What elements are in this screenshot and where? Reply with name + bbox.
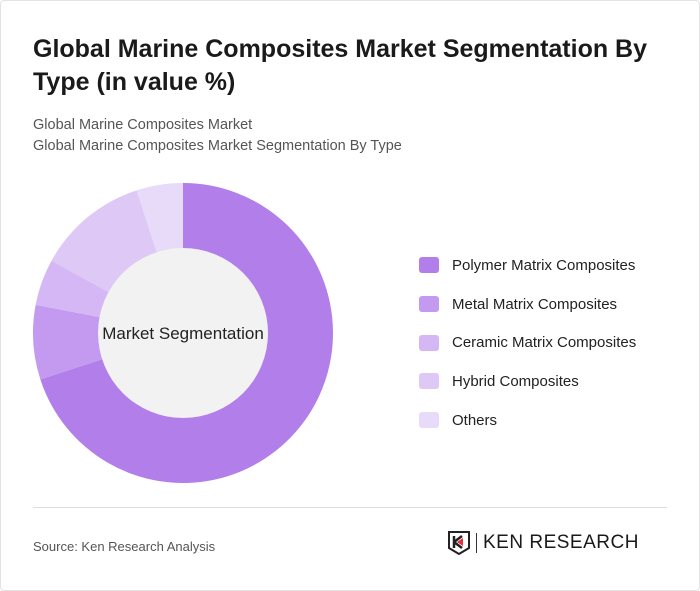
center-label: Market Segmentation bbox=[102, 324, 264, 343]
legend: Polymer Matrix Composites Metal Matrix Co… bbox=[419, 246, 636, 439]
legend-label: Polymer Matrix Composites bbox=[452, 256, 636, 274]
subtitle-line-1: Global Marine Composites Market bbox=[33, 117, 253, 133]
legend-swatch bbox=[419, 296, 439, 313]
legend-item[interactable]: Metal Matrix Composites bbox=[419, 285, 636, 324]
legend-swatch bbox=[419, 257, 439, 274]
legend-label: Metal Matrix Composites bbox=[452, 295, 618, 313]
legend-swatch bbox=[419, 373, 439, 390]
legend-item[interactable]: Ceramic Matrix Composites bbox=[419, 323, 636, 362]
legend-swatch bbox=[419, 412, 439, 429]
legend-swatch bbox=[419, 334, 439, 351]
ken-research-logo: KEN RESEARCH bbox=[448, 531, 639, 555]
divider bbox=[33, 507, 667, 508]
source-note: Source: Ken Research Analysis bbox=[33, 539, 216, 554]
legend-item[interactable]: Hybrid Composites bbox=[419, 362, 636, 401]
logo-text: KEN RESEARCH bbox=[476, 533, 639, 553]
legend-item[interactable]: Polymer Matrix Composites bbox=[419, 246, 636, 285]
donut-chart: Market Segmentation bbox=[32, 183, 333, 483]
legend-label: Others bbox=[452, 411, 498, 429]
chart-title: Global Marine Composites Market Segmenta… bbox=[33, 35, 648, 96]
legend-label: Ceramic Matrix Composites bbox=[452, 334, 637, 352]
legend-item[interactable]: Others bbox=[419, 401, 636, 440]
donut-hole bbox=[98, 248, 268, 418]
logo-icon bbox=[448, 531, 470, 555]
subtitle-line-2: Global Marine Composites Market Segmenta… bbox=[33, 138, 402, 154]
chart-subtitle: Global Marine Composites Market Global M… bbox=[33, 115, 402, 157]
legend-label: Hybrid Composites bbox=[452, 372, 579, 390]
